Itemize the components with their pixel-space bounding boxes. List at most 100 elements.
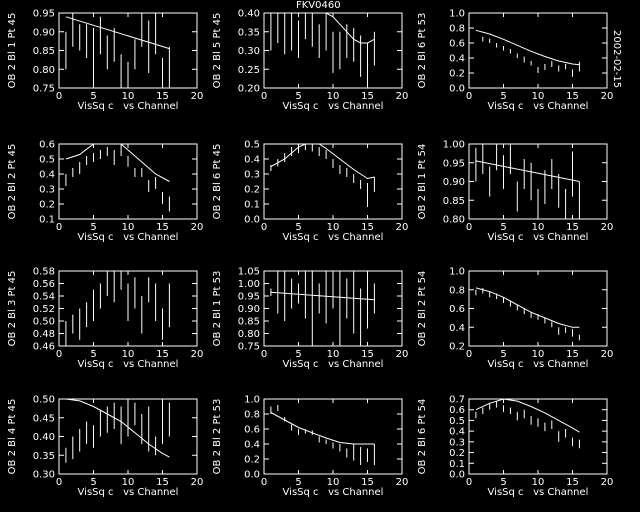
y-tick-label: 0.5 (39, 155, 55, 166)
y-axis-label: OB 2 Bl 5 Pt 45 (212, 13, 223, 89)
subplot-2: 0 5 10 15 20 0.20 0.25 0.30 0.35 0.40 VisSq c vs C… (212, 9, 408, 113)
x-tick-label: 15 (156, 222, 169, 233)
x-tick-label: 5 (500, 349, 506, 360)
x-axis-label: VisSq c vs Channel (283, 359, 384, 370)
x-tick-label: 10 (532, 349, 545, 360)
x-axis-label: VisSq c vs Channel (78, 359, 179, 370)
x-axis-label: VisSq c vs Channel (488, 101, 589, 112)
x-tick-label: 10 (122, 222, 135, 233)
y-tick-label: 0.80 (443, 215, 465, 226)
y-tick-label: 0.52 (33, 304, 55, 315)
x-tick-label: 5 (90, 222, 96, 233)
y-tick-label: 0.30 (238, 46, 260, 57)
plot-frame (58, 143, 198, 220)
x-tick-label: 0 (466, 477, 472, 488)
model-curve (475, 287, 580, 328)
plot-frame (263, 398, 403, 475)
subplot-11: 0 5 10 15 20 0.0 0.2 0.4 0.6 0.8 1.0 VisSq c vs Cha… (212, 395, 408, 499)
x-tick-label: 0 (56, 349, 62, 360)
x-tick-label: 0 (466, 222, 472, 233)
y-tick-label: 0.7 (449, 395, 465, 406)
y-tick-label: 0.4 (449, 323, 465, 334)
model-curve (475, 29, 580, 66)
x-tick-label: 10 (122, 349, 135, 360)
x-tick-label: 5 (295, 91, 301, 102)
x-tick-label: 15 (566, 222, 579, 233)
y-tick-label: 0.80 (33, 65, 55, 76)
y-tick-label: 0.6 (39, 140, 55, 151)
y-tick-label: 0.95 (33, 9, 55, 20)
x-tick-label: 20 (191, 349, 204, 360)
x-tick-label: 0 (56, 222, 62, 233)
y-tick-label: 0.85 (238, 317, 260, 328)
y-tick-label: 1.00 (443, 140, 465, 151)
x-axis-label: VisSq c vs Channel (78, 232, 179, 243)
x-tick-label: 0 (261, 91, 267, 102)
y-tick-label: 0.1 (39, 215, 55, 226)
x-tick-label: 0 (261, 477, 267, 488)
y-tick-label: 0.0 (244, 215, 260, 226)
y-tick-label: 0.25 (238, 65, 260, 76)
model-curve (270, 143, 375, 180)
y-tick-label: 0.35 (33, 451, 55, 462)
y-tick-label: 0.4 (449, 427, 465, 438)
y-axis-label: OB 2 Bl 6 Pt 54 (417, 399, 428, 475)
x-tick-label: 20 (191, 222, 204, 233)
y-tick-label: 0.8 (449, 285, 465, 296)
y-axis-label: OB 2 Bl 4 Pt 45 (7, 399, 18, 475)
subplot-6: 0 5 10 15 20 0.80 0.85 0.90 0.95 1.00 VisSq c vs C… (417, 140, 613, 244)
y-tick-label: 0.2 (244, 185, 260, 196)
y-axis-label: OB 2 Bl 3 Pt 45 (7, 271, 18, 347)
subplot-8: 0 5 10 15 20 0.75 0.800.85 0.900.95 1.001.05 VisS… (212, 267, 408, 371)
y-axis-label: OB 2 Bl 6 Pt 53 (417, 13, 428, 89)
model-curve (270, 412, 375, 445)
y-tick-label: 0.4 (39, 170, 55, 181)
x-tick-label: 15 (156, 91, 169, 102)
x-axis-label: VisSq c vs Channel (283, 232, 384, 243)
x-tick-label: 10 (327, 349, 340, 360)
model-curve (270, 12, 375, 44)
x-tick-label: 0 (261, 349, 267, 360)
x-tick-label: 20 (601, 477, 614, 488)
y-tick-label: 0.50 (33, 395, 55, 406)
y-tick-label: 0.8 (244, 410, 260, 421)
y-axis-label: OB 2 Bl 1 Pt 54 (417, 144, 428, 220)
y-tick-label: 0.0 (244, 470, 260, 481)
model-curve (65, 398, 170, 458)
x-axis-label: VisSq c vs Channel (488, 487, 589, 498)
x-tick-label: 10 (532, 91, 545, 102)
y-axis-label: OB 2 Bl 2 Pt 45 (7, 144, 18, 220)
x-tick-label: 20 (601, 91, 614, 102)
x-tick-label: 10 (532, 222, 545, 233)
subplot-7: 0 5 10 15 20 0.46 0.480.50 0.520.54 0.560.58 VisS… (7, 267, 203, 371)
x-tick-label: 0 (466, 349, 472, 360)
y-axis-label: OB 2 Bl 6 Pt 45 (212, 144, 223, 220)
x-tick-label: 5 (295, 477, 301, 488)
x-tick-label: 10 (327, 222, 340, 233)
y-tick-label: 0.20 (238, 84, 260, 95)
y-tick-label: 0.35 (238, 27, 260, 38)
y-tick-label: 0.5 (449, 416, 465, 427)
y-axis-label: OB 2 Bl 1 Pt 45 (7, 13, 18, 89)
y-tick-label: 0.90 (238, 304, 260, 315)
subplot-10: 0 5 10 15 20 0.30 0.35 0.40 0.45 0.50 VisSq c vs C… (7, 395, 203, 499)
y-tick-label: 0.6 (244, 425, 260, 436)
x-tick-label: 5 (500, 477, 506, 488)
x-tick-label: 15 (566, 349, 579, 360)
x-tick-label: 5 (90, 91, 96, 102)
model-curve (475, 160, 580, 182)
y-tick-label: 0.6 (449, 304, 465, 315)
x-tick-label: 15 (566, 91, 579, 102)
y-tick-label: 0.1 (244, 200, 260, 211)
x-axis-label: VisSq c vs Channel (78, 487, 179, 498)
y-tick-label: 1.0 (449, 267, 465, 278)
y-tick-label: 0.54 (33, 292, 55, 303)
y-tick-label: 0.8 (449, 24, 465, 35)
y-tick-label: 0.40 (33, 432, 55, 443)
subplot-1: 0 5 10 15 20 0.75 0.80 0.85 0.90 0.95 VisSq c vs C… (7, 9, 203, 113)
x-tick-label: 0 (56, 477, 62, 488)
model-curve (65, 16, 170, 50)
y-tick-label: 0.1 (449, 459, 465, 470)
x-tick-label: 15 (361, 91, 374, 102)
y-tick-label: 0.90 (443, 177, 465, 188)
